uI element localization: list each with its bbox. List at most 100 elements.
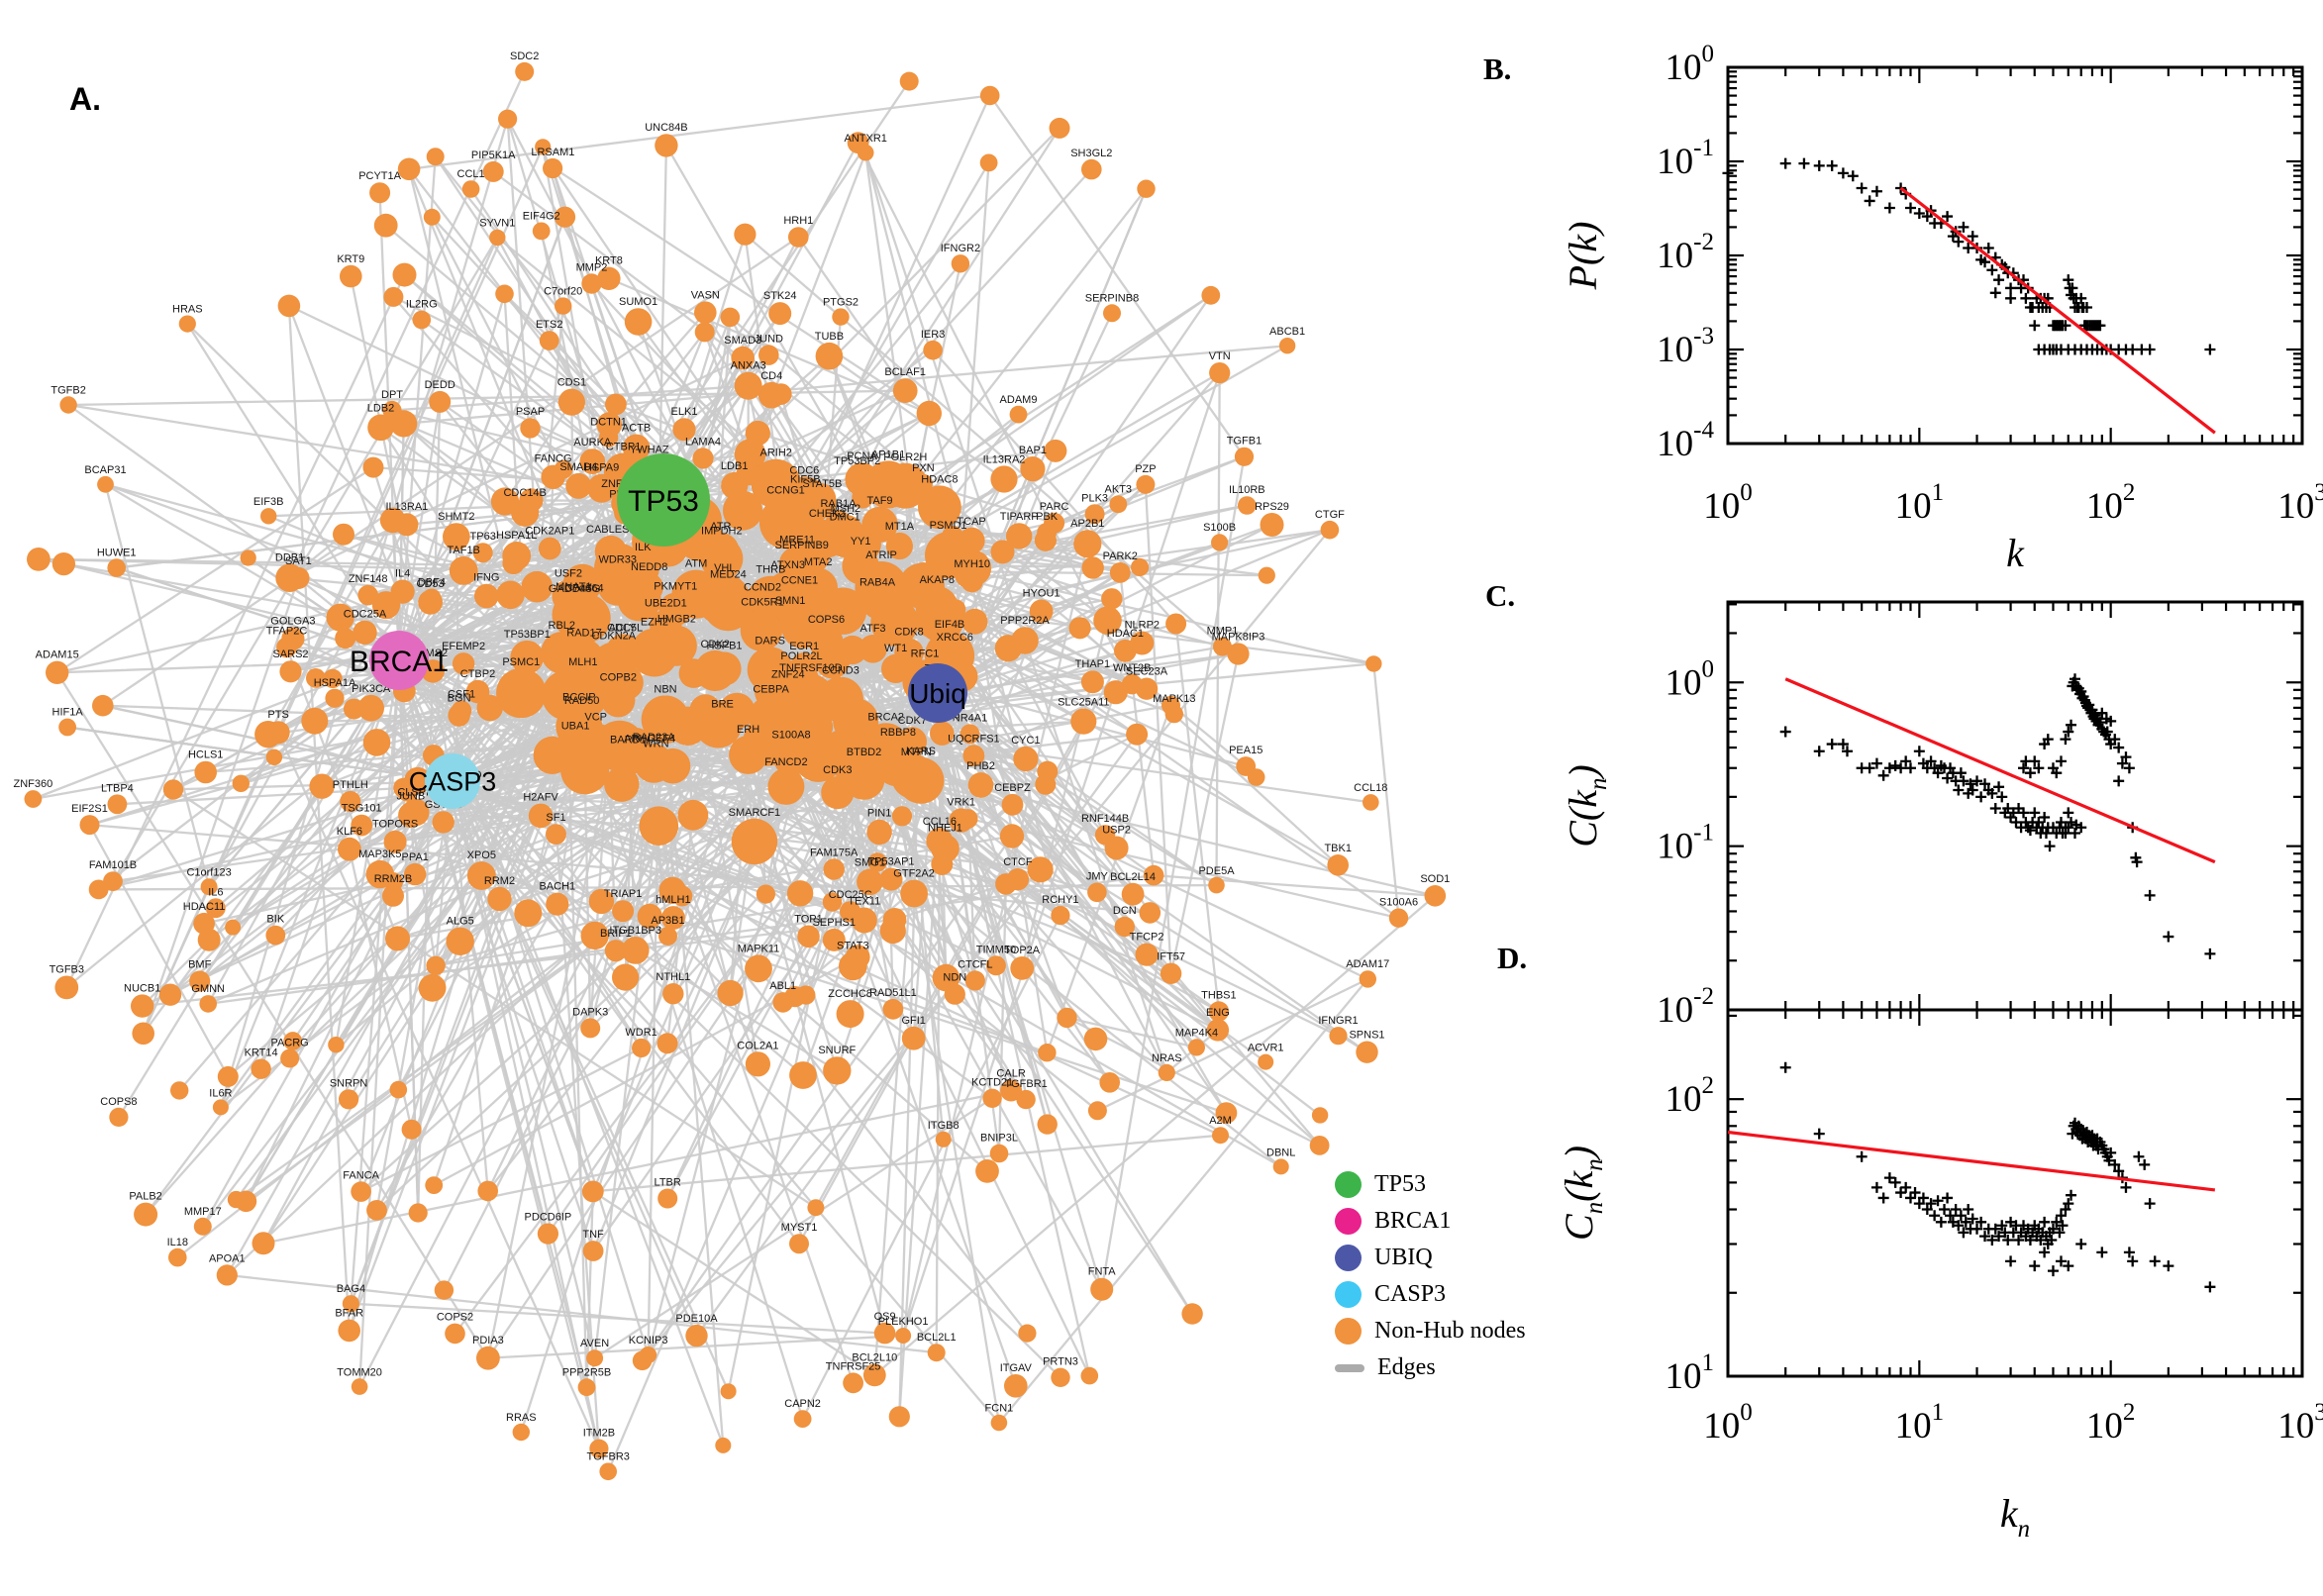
network-node xyxy=(822,892,843,912)
network-node-label: RAB1A xyxy=(820,498,857,510)
network-node-label: MTPN xyxy=(901,747,932,758)
network-node xyxy=(565,472,592,499)
network-node-label: CDC6 xyxy=(789,465,819,477)
network-node-label: PPP2R2A xyxy=(1000,615,1050,627)
network-node xyxy=(888,1406,910,1428)
legend-node-swatch xyxy=(1335,1171,1362,1198)
network-node xyxy=(445,1323,465,1345)
network-node-label: PHB2 xyxy=(966,760,995,772)
network-node xyxy=(200,878,218,896)
network-node-label: CDC5L xyxy=(607,623,643,635)
scatter-point xyxy=(1883,762,1895,774)
network-node-label: SMAD4 xyxy=(559,461,597,473)
scatter-point xyxy=(2063,274,2074,286)
network-node-label: DDB1 xyxy=(275,551,304,563)
network-edge xyxy=(1096,977,1369,1112)
network-node-label: YY1 xyxy=(851,536,871,548)
network-node-label: KCNIP3 xyxy=(629,1335,668,1347)
network-node xyxy=(789,652,819,681)
network-node-label: SUMO1 xyxy=(619,296,657,308)
network-node xyxy=(1081,556,1104,579)
network-node xyxy=(759,496,812,549)
network-node xyxy=(1094,825,1116,846)
network-node xyxy=(1101,588,1123,610)
network-node-label: BCAP31 xyxy=(84,464,126,476)
network-node-label: UBE2D1 xyxy=(645,598,687,610)
network-node xyxy=(640,1347,657,1364)
scatter-point xyxy=(1826,739,1838,750)
scatter-point xyxy=(1935,1216,1947,1228)
network-node xyxy=(786,880,814,907)
network-node-label: S100A6 xyxy=(1379,897,1418,909)
network-node-label: RRM2 xyxy=(484,875,515,887)
network-node xyxy=(604,940,628,962)
network-edge xyxy=(912,691,940,1040)
network-node-label: BCLAF1 xyxy=(884,366,926,378)
scatter-point xyxy=(2066,719,2077,731)
scatter-point xyxy=(1955,767,1967,779)
network-node-label: SDC2 xyxy=(510,50,539,62)
network-node-label: NRAS xyxy=(1152,1052,1182,1064)
network-node xyxy=(227,1190,246,1209)
network-node-label: FCN1 xyxy=(985,1403,1014,1415)
network-node xyxy=(265,748,283,765)
network-node xyxy=(604,766,640,802)
network-node-label: PARK2 xyxy=(1103,550,1138,562)
network-node xyxy=(158,983,182,1006)
scatter-point xyxy=(2018,762,2030,774)
network-edge xyxy=(88,823,1152,915)
network-edge xyxy=(101,236,800,707)
network-node-label: MMP1 xyxy=(1207,626,1239,638)
network-node-label: NUCB1 xyxy=(124,982,160,994)
network-hub-brca1 xyxy=(369,631,429,690)
network-node-label: MRE11 xyxy=(779,535,815,547)
network-node xyxy=(758,345,779,365)
network-node-label: PDE10A xyxy=(675,1313,718,1325)
network-node xyxy=(999,824,1025,848)
network-node-label: ZNF148 xyxy=(349,573,388,585)
network-node xyxy=(601,683,636,718)
network-node xyxy=(383,872,403,892)
scatter-point xyxy=(2096,707,2108,719)
network-node xyxy=(107,558,126,577)
network-node xyxy=(823,858,845,880)
network-node xyxy=(671,885,693,907)
network-node-label: ATM xyxy=(685,558,707,570)
network-node xyxy=(882,998,904,1020)
network-node xyxy=(24,790,43,808)
network-edge xyxy=(1046,704,1172,1054)
network-node xyxy=(46,660,69,684)
network-node xyxy=(581,1180,604,1203)
network-node-label: PALB2 xyxy=(129,1191,161,1203)
network-edge xyxy=(397,459,594,662)
network-node-label: KRT8 xyxy=(595,255,623,267)
network-node xyxy=(964,970,985,991)
network-node-label: HRH1 xyxy=(783,215,813,227)
scatter-point xyxy=(2105,1147,2117,1158)
network-node-label: MAPK13 xyxy=(1153,693,1195,705)
network-node xyxy=(955,559,983,589)
network-node-label: IFNGR1 xyxy=(1318,1015,1358,1027)
scatter-point xyxy=(1979,256,1991,268)
network-node xyxy=(443,523,470,550)
network-node xyxy=(562,563,602,604)
panel-a-label: A. xyxy=(69,81,101,117)
network-node-label: CEBPA xyxy=(753,683,789,695)
network-edge xyxy=(366,593,1220,1032)
network-node xyxy=(747,647,793,693)
network-node xyxy=(781,605,825,648)
network-node-label: FAM101B xyxy=(89,859,137,871)
network-node xyxy=(1181,1303,1203,1325)
scatter-point xyxy=(2013,1235,2025,1246)
network-node xyxy=(867,852,887,872)
network-node-label: CDC14B xyxy=(503,487,546,499)
network-node-label: CTCF xyxy=(1003,856,1033,868)
network-node xyxy=(1365,655,1382,672)
network-node xyxy=(532,222,551,241)
network-node xyxy=(784,986,806,1008)
network-edge xyxy=(486,1334,905,1359)
network-node xyxy=(622,434,651,462)
y-axis-title: P(k) xyxy=(1561,222,1605,291)
network-node-label: USF2 xyxy=(555,568,582,580)
network-node xyxy=(1010,956,1035,980)
